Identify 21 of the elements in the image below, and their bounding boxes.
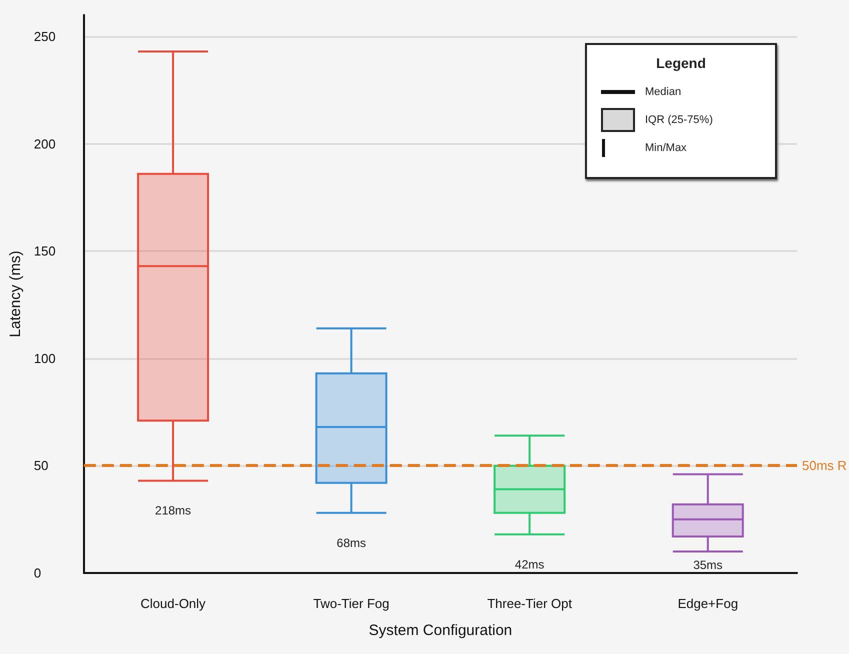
x-axis-title: System Configuration: [368, 622, 512, 639]
annotation: 42ms: [514, 557, 544, 572]
annotation: 68ms: [336, 536, 366, 550]
annotation: Median: [645, 86, 682, 98]
y-tick-label: 50: [34, 458, 48, 474]
y-tick-label: 0: [34, 566, 42, 580]
annotation: Min/Max: [645, 142, 687, 154]
y-tick-label: 200: [34, 136, 56, 152]
x-tick-label: Three-Tier Opt: [487, 596, 572, 611]
y-tick-label: 150: [34, 244, 56, 259]
ref-line-label: 50ms R: [802, 458, 847, 474]
annotation: 218ms: [155, 504, 192, 518]
y-tick-label: 100: [34, 350, 56, 366]
annotation: IQR (25-75%): [645, 114, 713, 126]
x-tick-label: Cloud-Only: [140, 596, 206, 611]
legend-title: Legend: [655, 55, 707, 71]
y-axis-title: Latency (ms): [7, 250, 24, 338]
annotation: 35ms: [693, 558, 723, 572]
x-tick-label: Two-Tier Fog: [313, 596, 390, 611]
y-tick-label: 250: [34, 28, 56, 44]
x-tick-label: Edge+Fog: [678, 596, 738, 611]
